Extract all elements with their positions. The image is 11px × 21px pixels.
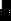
Text: (d) WTRC: (d) WTRC	[9, 2, 11, 21]
Text: (f) FW: (f) FW	[9, 9, 11, 21]
Text: (c) MT: (c) MT	[9, 0, 11, 18]
Text: (e) HTRC: (e) HTRC	[9, 6, 11, 21]
Text: (b) CT: (b) CT	[9, 0, 11, 15]
Text: (a) NS: (a) NS	[9, 0, 11, 11]
